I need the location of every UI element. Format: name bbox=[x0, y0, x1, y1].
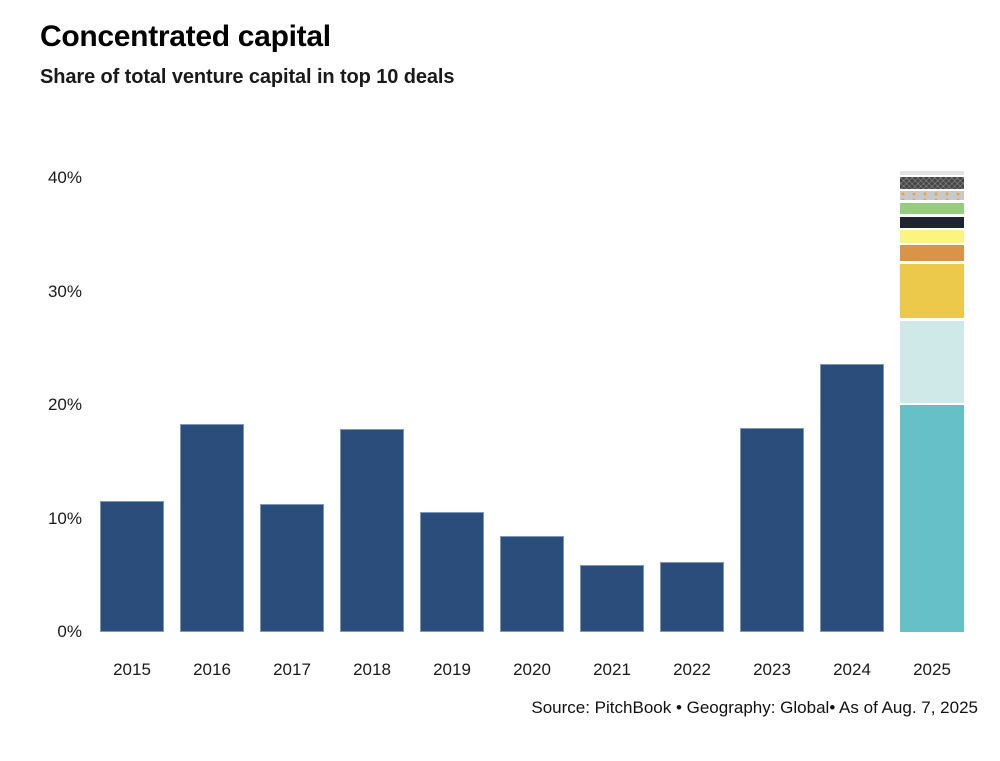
stacked-segment-7 bbox=[900, 202, 964, 215]
x-tick-label: 2019 bbox=[433, 660, 471, 679]
bar-2020 bbox=[500, 535, 564, 632]
x-tick-label: 2022 bbox=[673, 660, 711, 679]
y-tick-label: 30% bbox=[47, 281, 82, 301]
x-tick-label: 2020 bbox=[513, 660, 551, 679]
stacked-segment-1 bbox=[900, 405, 964, 632]
x-tick-label: 2018 bbox=[353, 660, 391, 679]
stacked-segment-4 bbox=[900, 245, 964, 262]
x-tick-label: 2016 bbox=[193, 660, 231, 679]
bar-2015 bbox=[100, 501, 164, 632]
stacked-segment-10 bbox=[900, 171, 964, 175]
stacked-bar-2025 bbox=[900, 171, 964, 632]
y-tick-label: 10% bbox=[47, 508, 82, 528]
x-tick-label: 2021 bbox=[593, 660, 631, 679]
page-title: Concentrated capital bbox=[40, 20, 331, 53]
y-axis: 0% 10% 20% 30% 40% bbox=[0, 0, 82, 761]
y-tick-label: 0% bbox=[57, 622, 82, 641]
bar-2018 bbox=[340, 428, 404, 632]
bar-2017 bbox=[260, 503, 324, 632]
bar-2023 bbox=[740, 427, 804, 632]
stacked-segment-2 bbox=[900, 320, 964, 403]
chart-subtitle: Share of total venture capital in top 10… bbox=[40, 66, 455, 88]
x-tick-label: 2024 bbox=[833, 660, 871, 679]
stacked-segment-5 bbox=[900, 230, 964, 243]
plot-area bbox=[92, 168, 980, 632]
bar-2019 bbox=[420, 511, 484, 632]
x-tick-label: 2017 bbox=[273, 660, 311, 679]
stacked-segment-9 bbox=[900, 177, 964, 189]
source-note: Source: PitchBook • Geography: Global• A… bbox=[531, 698, 978, 717]
bar-2021 bbox=[580, 565, 644, 632]
stacked-segment-8 bbox=[900, 191, 964, 201]
x-tick-label: 2025 bbox=[913, 660, 951, 679]
stacked-segment-6 bbox=[900, 216, 964, 228]
bar-2024 bbox=[820, 364, 884, 632]
y-tick-label: 20% bbox=[47, 395, 82, 414]
x-tick-label: 2023 bbox=[753, 660, 791, 679]
bar-2016 bbox=[180, 424, 244, 632]
bar-2022 bbox=[660, 561, 724, 632]
x-tick-label: 2015 bbox=[113, 660, 151, 679]
stacked-segment-3 bbox=[900, 263, 964, 319]
y-tick-label: 40% bbox=[47, 168, 82, 187]
